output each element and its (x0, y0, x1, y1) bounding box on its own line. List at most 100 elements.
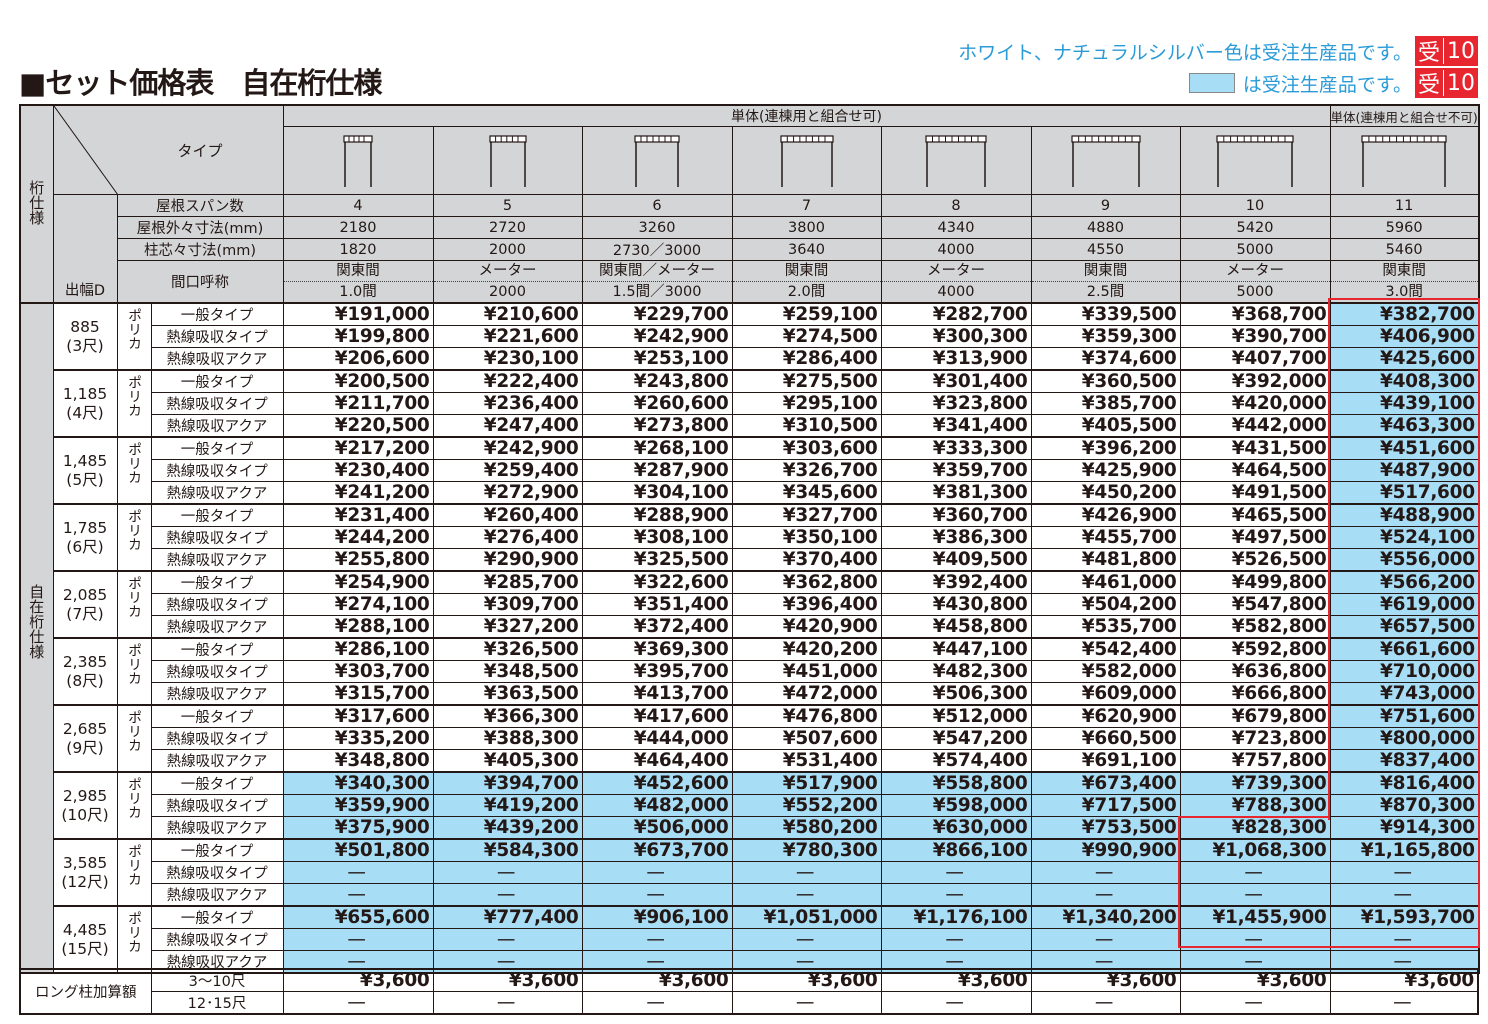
spec-header: 桁仕様 (19, 104, 54, 304)
material-cell: ポリカ (116, 503, 152, 572)
table-row: 熱線吸収アクア — — — — — — — — (20, 950, 1480, 974)
price-cell: ¥407,700 (1179, 347, 1331, 371)
price-cell: ¥255,800 (282, 548, 434, 572)
price-cell: — (432, 950, 583, 974)
price-cell: ¥350,100 (731, 526, 882, 549)
price-cell: ¥816,400 (1329, 771, 1480, 795)
price-cell: ¥200,500 (282, 369, 434, 393)
price-cell: ¥382,700 (1329, 302, 1480, 326)
table-row: 1,485 (5尺) ポリカ 一般タイプ ¥217,200 ¥242,900 ¥268,10… (20, 436, 1480, 505)
price-cell: ¥340,300 (282, 771, 434, 795)
price-cell: ¥906,100 (581, 905, 733, 929)
price-cell: ¥199,800 (282, 325, 434, 348)
price-cell: ¥339,500 (1030, 302, 1181, 326)
post_center-value: 2000 (432, 238, 583, 261)
price-cell: ¥1,165,800 (1329, 838, 1480, 862)
price-cell: ¥753,500 (1030, 816, 1181, 840)
price-cell: ¥464,500 (1179, 459, 1331, 482)
price-cell: ¥259,100 (731, 302, 882, 326)
frontage-value: 関東間 2.0間 (731, 260, 882, 304)
price-cell: ¥420,000 (1179, 392, 1331, 415)
group-combinable: 単体(連棟用と組合せ可) (282, 104, 1331, 127)
roof_outer-value: 4880 (1030, 216, 1181, 239)
price-cell: ¥390,700 (1179, 325, 1331, 348)
price-cell: ¥360,700 (880, 503, 1032, 527)
price-cell: ¥547,200 (880, 727, 1032, 750)
depth-cell: 1,185 (4尺) (52, 369, 118, 438)
material-label: ポリカ (126, 777, 142, 819)
price-cell: ¥870,300 (1329, 794, 1480, 817)
price-cell: ¥472,000 (731, 682, 882, 706)
price-cell: ¥524,100 (1329, 526, 1480, 549)
depth-value: 885 (70, 317, 100, 336)
frontage-name: 関東間／メーター (583, 261, 731, 282)
price-cell: ¥458,800 (880, 615, 1032, 639)
table-row: 12･15尺 — — — — — — — — (20, 991, 1479, 1015)
price-cell: ¥619,000 (1329, 593, 1480, 616)
price-cell: — (731, 861, 882, 884)
price-cell: ¥323,800 (880, 392, 1032, 415)
table-row: 3,585 (12尺) ポリカ 一般タイプ ¥501,800 ¥584,300 ¥673,7… (20, 838, 1480, 907)
price-cell: ¥370,400 (731, 548, 882, 572)
price-cell: ¥431,500 (1179, 436, 1331, 460)
roof-type: 一般タイプ (150, 503, 284, 527)
price-cell: ¥710,000 (1329, 660, 1480, 683)
price-cell: ¥242,900 (581, 325, 733, 348)
material-label: ポリカ (126, 509, 142, 551)
spans-value: 5 (432, 194, 583, 217)
table-row: 熱線吸収タイプ ¥199,800 ¥221,600 ¥242,900 ¥274,500 ¥… (20, 325, 1480, 348)
legend-swatch (1188, 73, 1235, 93)
price-cell: ¥322,600 (581, 570, 733, 594)
price-cell: ¥417,600 (581, 704, 733, 728)
price-cell: ¥1,051,000 (731, 905, 882, 929)
table-row: 熱線吸収タイプ — — — — — — — — (20, 928, 1480, 951)
price-cell: ¥566,200 (1329, 570, 1480, 594)
price-cell: ¥191,000 (282, 302, 434, 326)
price-cell: ¥300,300 (880, 325, 1032, 348)
price-cell: ¥286,100 (282, 637, 434, 661)
price-cell: ¥326,700 (731, 459, 882, 482)
price-cell: ¥788,300 (1179, 794, 1331, 817)
material-label: ポリカ (126, 375, 142, 417)
surcharge-cell: ¥3,600 (581, 968, 733, 992)
frontage-size: 2000 (489, 284, 526, 300)
body-spec: 自在桁仕様 (19, 302, 54, 974)
depth-value: 2,085 (62, 585, 108, 604)
price-cell: ¥666,800 (1179, 682, 1331, 706)
table-row: 熱線吸収アクア ¥315,700 ¥363,500 ¥413,700 ¥472,000 ¥… (20, 682, 1480, 706)
price-cell: — (1329, 950, 1480, 974)
spec-label: 桁仕様 (27, 179, 46, 225)
depth-value: 1,785 (62, 518, 108, 537)
price-cell: ¥1,340,200 (1030, 905, 1181, 929)
price-cell: ¥369,300 (581, 637, 733, 661)
price-cell: ¥242,900 (432, 436, 583, 460)
material-cell: ポリカ (116, 704, 152, 773)
price-cell: ¥273,800 (581, 414, 733, 438)
frontage-size: 3.0間 (1385, 284, 1423, 300)
roof-type: 熱線吸収タイプ (150, 794, 284, 817)
price-cell: ¥582,000 (1030, 660, 1181, 683)
price-cell: ¥430,800 (880, 593, 1032, 616)
price-cell: ¥1,176,100 (880, 905, 1032, 929)
price-cell: ¥259,400 (432, 459, 583, 482)
table-row: 熱線吸収タイプ — — — — — — — — (20, 861, 1480, 884)
depth-label: 出幅D (64, 283, 106, 299)
material-label: ポリカ (126, 308, 142, 350)
price-cell: ¥230,400 (282, 459, 434, 482)
price-cell: ¥487,900 (1329, 459, 1480, 482)
price-cell: ¥488,900 (1329, 503, 1480, 527)
price-cell: ¥230,100 (432, 347, 583, 371)
price-cell: ¥231,400 (282, 503, 434, 527)
price-cell: — (731, 950, 882, 974)
spans-value: 9 (1030, 194, 1181, 217)
price-cell: ¥268,100 (581, 436, 733, 460)
price-cell: ¥392,000 (1179, 369, 1331, 393)
price-cell: ¥326,500 (432, 637, 583, 661)
price-cell: ¥304,100 (581, 481, 733, 505)
price-cell: ¥211,700 (282, 392, 434, 415)
diagonal-line (54, 106, 118, 194)
depth-cell: 2,085 (7尺) (52, 570, 118, 639)
price-cell: ¥253,100 (581, 347, 733, 371)
price-cell: ¥800,000 (1329, 727, 1480, 750)
price-cell: ¥501,800 (282, 838, 434, 862)
